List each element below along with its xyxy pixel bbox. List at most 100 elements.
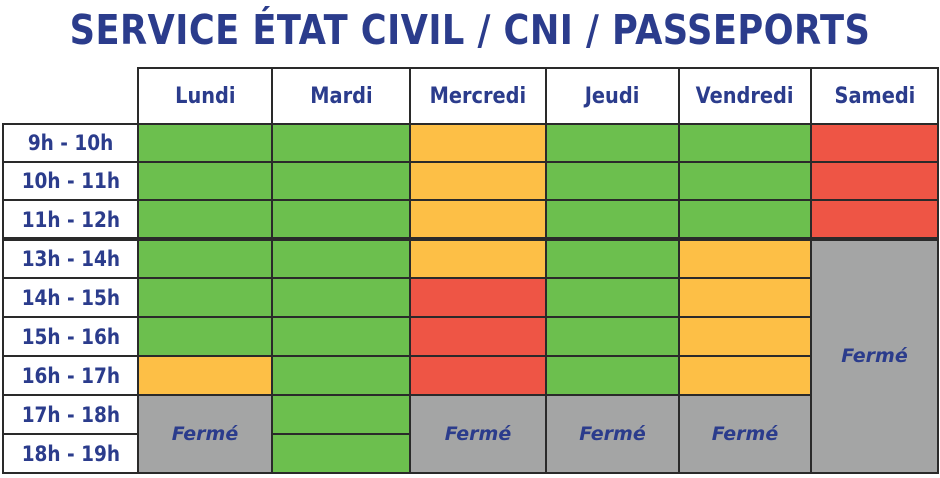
- grid-line: [137, 67, 273, 69]
- slot-red: [811, 200, 938, 239]
- time-label: 11h - 12h: [3, 200, 138, 239]
- grid-line: [810, 237, 939, 241]
- grid-line: [137, 161, 273, 163]
- grid-line: [271, 68, 273, 474]
- grid-line: [545, 199, 680, 201]
- time-label: 18h - 19h: [3, 434, 138, 473]
- grid-line: [545, 394, 680, 396]
- slot-green: [546, 200, 679, 239]
- day-header-lundi: Lundi: [138, 68, 272, 124]
- slot-red: [811, 162, 938, 200]
- grid-line: [545, 68, 547, 474]
- grid-line: [271, 433, 411, 435]
- day-header-mardi: Mardi: [272, 68, 410, 124]
- grid-line: [678, 277, 812, 279]
- slot-green: [272, 434, 410, 473]
- closed-label: Fermé: [444, 423, 512, 445]
- grid-line: [409, 67, 547, 69]
- slot-red: [410, 278, 546, 317]
- grid-line: [810, 472, 939, 474]
- closed-block: Fermé: [679, 395, 811, 473]
- slot-orange: [138, 356, 272, 395]
- grid-line: [137, 355, 273, 357]
- slot-orange: [679, 317, 811, 356]
- grid-line: [678, 472, 812, 474]
- grid-line: [409, 237, 547, 241]
- slot-green: [272, 317, 410, 356]
- time-text: 11h - 12h: [21, 207, 120, 232]
- slot-orange: [410, 200, 546, 239]
- slot-green: [546, 124, 679, 162]
- slot-green: [138, 124, 272, 162]
- grid-line: [409, 355, 547, 357]
- grid-line: [545, 316, 680, 318]
- slot-orange: [679, 356, 811, 395]
- slot-green: [546, 278, 679, 317]
- grid-line: [810, 68, 812, 474]
- slot-green: [679, 124, 811, 162]
- slot-green: [138, 239, 272, 278]
- slot-green: [272, 200, 410, 239]
- time-label: 16h - 17h: [3, 356, 138, 395]
- grid-line: [409, 394, 547, 396]
- slot-green: [272, 395, 410, 434]
- grid-line: [2, 472, 139, 474]
- grid-line: [137, 199, 273, 201]
- grid-line: [545, 355, 680, 357]
- day-header-mercredi: Mercredi: [410, 68, 546, 124]
- grid-line: [810, 199, 939, 201]
- grid-line: [409, 277, 547, 279]
- slot-green: [679, 200, 811, 239]
- grid-line: [2, 394, 139, 396]
- grid-line: [409, 123, 547, 125]
- grid-line: [678, 394, 812, 396]
- time-text: 13h - 14h: [21, 246, 120, 271]
- grid-line: [271, 316, 411, 318]
- slot-green: [679, 162, 811, 200]
- time-text: 10h - 11h: [21, 169, 120, 193]
- grid-line: [810, 123, 939, 125]
- closed-label: Fermé: [841, 345, 908, 367]
- time-label: 10h - 11h: [3, 162, 138, 200]
- slot-green: [546, 317, 679, 356]
- grid-line: [678, 199, 812, 201]
- grid-line: [678, 161, 812, 163]
- time-text: 9h - 10h: [27, 131, 114, 155]
- closed-block: Fermé: [546, 395, 679, 473]
- slot-green: [546, 239, 679, 278]
- slot-orange: [679, 239, 811, 278]
- time-text: 17h - 18h: [21, 402, 120, 427]
- page-title: SERVICE ÉTAT CIVIL / CNI / PASSEPORTS: [69, 6, 871, 54]
- closed-label: Fermé: [711, 423, 779, 445]
- grid-line: [678, 123, 812, 125]
- slot-green: [138, 278, 272, 317]
- grid-line: [409, 316, 547, 318]
- time-label: 9h - 10h: [3, 124, 138, 162]
- time-text: 15h - 16h: [21, 324, 120, 349]
- grid-line: [678, 355, 812, 357]
- time-label: 15h - 16h: [3, 317, 138, 356]
- grid-line: [271, 355, 411, 357]
- grid-line: [2, 316, 139, 318]
- grid-line: [137, 394, 273, 396]
- day-label: Mardi: [309, 83, 373, 109]
- day-label: Lundi: [174, 83, 236, 109]
- slot-green: [272, 124, 410, 162]
- slot-orange: [410, 239, 546, 278]
- grid-line: [137, 68, 139, 474]
- day-label: Vendredi: [696, 83, 794, 109]
- grid-line: [271, 67, 411, 69]
- slot-green: [546, 162, 679, 200]
- grid-line: [545, 161, 680, 163]
- grid-line: [2, 433, 139, 435]
- grid-line: [545, 123, 680, 125]
- grid-line: [810, 67, 939, 69]
- slot-green: [546, 356, 679, 395]
- closed-label: Fermé: [171, 423, 239, 445]
- slot-green: [138, 317, 272, 356]
- grid-line: [2, 277, 139, 279]
- grid-line: [271, 123, 411, 125]
- grid-line: [271, 472, 411, 474]
- day-label: Mercredi: [429, 83, 527, 109]
- grid-line: [271, 161, 411, 163]
